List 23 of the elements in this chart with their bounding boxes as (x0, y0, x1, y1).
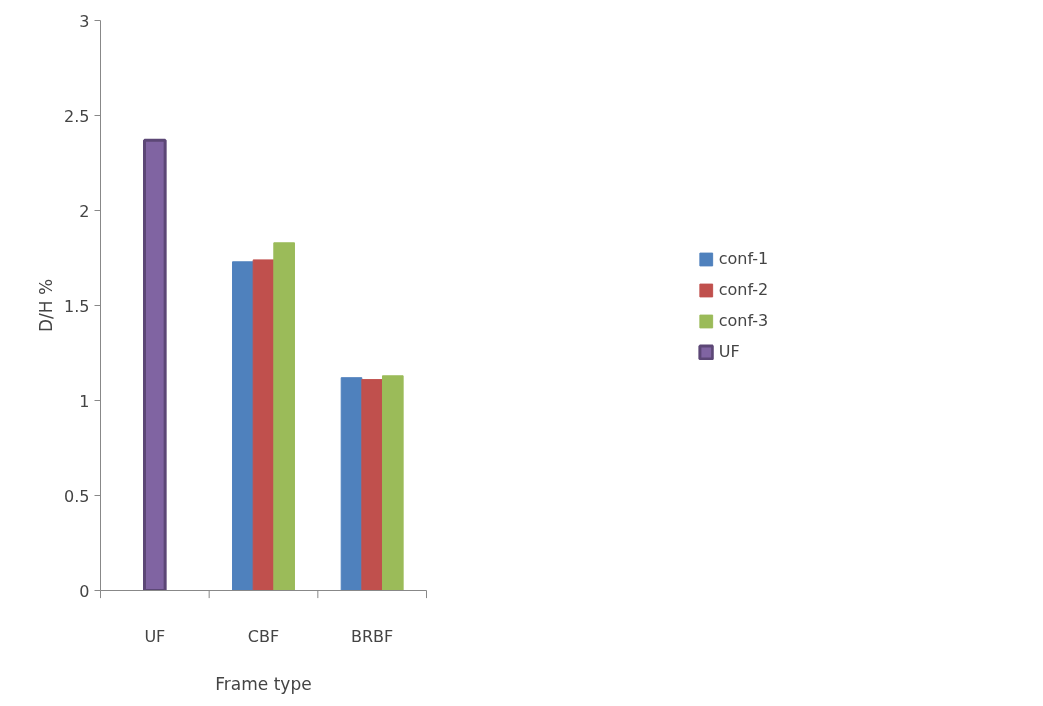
bar (340, 377, 363, 591)
x-axis-title: Frame type (215, 673, 312, 694)
x-tick-label: CBF (247, 626, 280, 646)
bar (361, 379, 383, 591)
y-tick-label: 1 (79, 391, 90, 411)
legend-label: conf-3 (718, 311, 769, 330)
y-tick-label: 2.5 (64, 106, 90, 126)
y-tick-label: 2 (79, 201, 90, 221)
x-tick-label: UF (144, 626, 166, 646)
legend-label: conf-2 (718, 280, 769, 299)
y-tick-label: 0.5 (64, 486, 90, 506)
y-tick-label: 1.5 (64, 296, 90, 316)
y-tick-label: 0 (79, 581, 90, 601)
legend-label: UF (718, 342, 740, 361)
bar (252, 259, 275, 591)
legend-label: conf-1 (718, 249, 769, 268)
bar (381, 375, 404, 591)
x-tick-label: BRBF (351, 626, 394, 646)
bar (273, 242, 295, 591)
bar (143, 138, 167, 591)
y-tick-label: 3 (79, 11, 90, 31)
bar (232, 261, 254, 591)
y-axis-title: D/H % (36, 278, 57, 333)
